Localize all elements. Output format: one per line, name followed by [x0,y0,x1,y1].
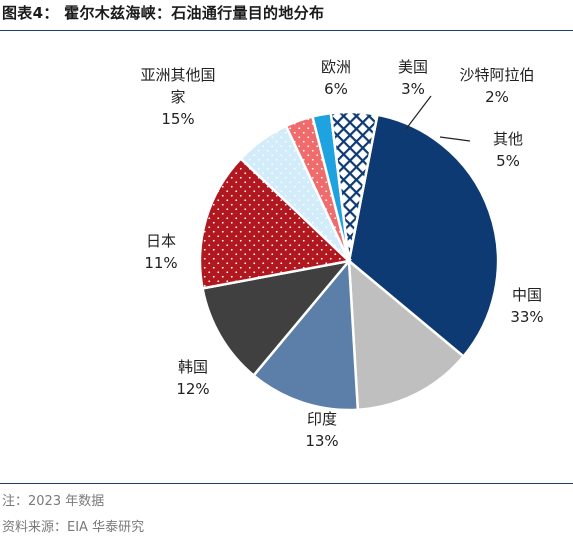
chart-title: 图表4： 霍尔木兹海峡：石油通行量目的地分布 [2,4,325,22]
leader-line [405,95,432,130]
pie-slice [201,259,353,378]
slice-label: 中国 33% [510,286,543,326]
slice-label: 沙特阿拉伯 2% [459,66,534,106]
pie-slice [329,110,379,262]
title-divider [0,30,573,31]
pie-slice [251,257,360,412]
slice-label: 其他 5% [493,130,523,170]
pie-slice [347,113,500,359]
pie-slice [347,258,466,412]
slice-label: 日本 11% [144,232,177,272]
slice-label: 美国 3% [398,58,428,98]
slice-label: 印度 13% [305,410,338,450]
slice-label: 亚洲其他国家 15% [140,66,215,128]
footer-divider [0,483,573,484]
slice-label: 欧洲 6% [321,58,351,98]
pie-slice [198,156,352,290]
slice-label: 韩国 12% [176,358,209,398]
leader-line [439,136,471,142]
source-note: 资料来源：EIA 华泰研究 [2,520,145,535]
footnote: 注：2023 年数据 [2,494,105,509]
